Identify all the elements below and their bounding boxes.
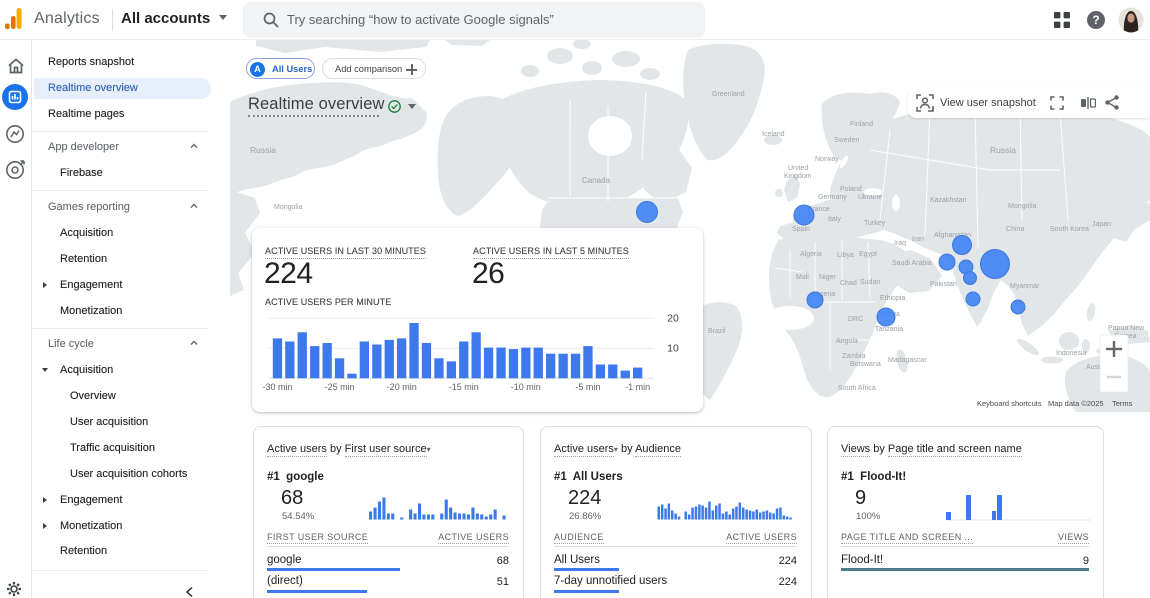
svg-text:Map data ©2025: Map data ©2025 — [1048, 399, 1104, 408]
svg-text:Iceland: Iceland — [762, 131, 785, 138]
svg-text:Sudan: Sudan — [860, 279, 880, 286]
svg-text:Angola: Angola — [836, 338, 858, 345]
svg-text:Greenland: Greenland — [712, 91, 745, 98]
svg-text:Italy: Italy — [828, 216, 841, 223]
svg-text:?: ? — [1092, 13, 1099, 27]
svg-text:South Africa: South Africa — [838, 385, 876, 392]
svg-text:Germany: Germany — [818, 194, 847, 201]
svg-text:Russia: Russia — [990, 145, 1016, 155]
svg-text:Spain: Spain — [792, 226, 810, 233]
svg-text:-20 min: -20 min — [387, 382, 417, 392]
svg-text:-5 min: -5 min — [575, 382, 600, 392]
svg-text:Kazakhstan: Kazakhstan — [930, 197, 967, 204]
svg-text:Mongolia: Mongolia — [274, 204, 303, 211]
svg-text:-30 min: -30 min — [262, 382, 292, 392]
svg-text:20: 20 — [667, 313, 679, 325]
svg-text:Kingdom: Kingdom — [784, 173, 812, 180]
svg-text:Canada: Canada — [582, 176, 611, 185]
svg-text:Finland: Finland — [850, 121, 873, 128]
svg-text:Indonesia: Indonesia — [1056, 350, 1086, 357]
svg-text:Libya: Libya — [837, 252, 854, 259]
svg-text:Australia: Australia — [1086, 364, 1113, 371]
svg-text:Sweden: Sweden — [834, 137, 859, 144]
svg-text:Papua New: Papua New — [1108, 325, 1145, 332]
svg-text:Pakistan: Pakistan — [930, 281, 957, 288]
svg-text:China: China — [1006, 226, 1024, 233]
svg-text:-15 min: -15 min — [449, 382, 479, 392]
svg-text:10: 10 — [667, 343, 679, 355]
svg-text:Tanzania: Tanzania — [875, 326, 903, 333]
svg-text:Iran: Iran — [912, 236, 924, 243]
svg-text:Madagascar: Madagascar — [888, 357, 927, 364]
svg-text:Nigeria: Nigeria — [813, 291, 835, 298]
svg-text:Zambia: Zambia — [842, 353, 865, 360]
svg-text:Terms: Terms — [1112, 399, 1133, 408]
svg-text:Keyboard shortcuts: Keyboard shortcuts — [977, 399, 1042, 408]
svg-text:Norway: Norway — [815, 156, 839, 163]
svg-text:-25 min: -25 min — [325, 382, 355, 392]
svg-text:Chad: Chad — [840, 280, 857, 287]
svg-text:Mali: Mali — [796, 274, 809, 281]
svg-text:Iraq: Iraq — [894, 240, 906, 247]
svg-text:Ukraine: Ukraine — [858, 194, 882, 201]
svg-text:-1 min: -1 min — [625, 382, 650, 392]
svg-text:South Korea: South Korea — [1050, 226, 1089, 233]
svg-text:-10 min: -10 min — [511, 382, 541, 392]
svg-text:Brazil: Brazil — [708, 328, 726, 335]
svg-text:Algeria: Algeria — [800, 251, 822, 258]
svg-text:Niger: Niger — [819, 274, 836, 281]
svg-text:Egypt: Egypt — [859, 251, 877, 258]
svg-text:Saudi Arabia: Saudi Arabia — [892, 260, 932, 267]
svg-text:Ethiopia: Ethiopia — [880, 295, 905, 302]
svg-text:France: France — [808, 206, 830, 213]
svg-text:Myanmar: Myanmar — [1010, 283, 1040, 290]
svg-text:Russia: Russia — [250, 145, 276, 155]
svg-text:Japan: Japan — [1092, 221, 1111, 228]
svg-text:Turkey: Turkey — [864, 220, 886, 227]
svg-text:Mongolia: Mongolia — [1008, 203, 1037, 210]
svg-text:Botswana: Botswana — [850, 361, 881, 368]
svg-text:DRC: DRC — [848, 316, 863, 323]
svg-text:United: United — [788, 165, 808, 172]
svg-text:Afghanistan: Afghanistan — [934, 232, 971, 239]
svg-text:Poland: Poland — [840, 186, 862, 193]
